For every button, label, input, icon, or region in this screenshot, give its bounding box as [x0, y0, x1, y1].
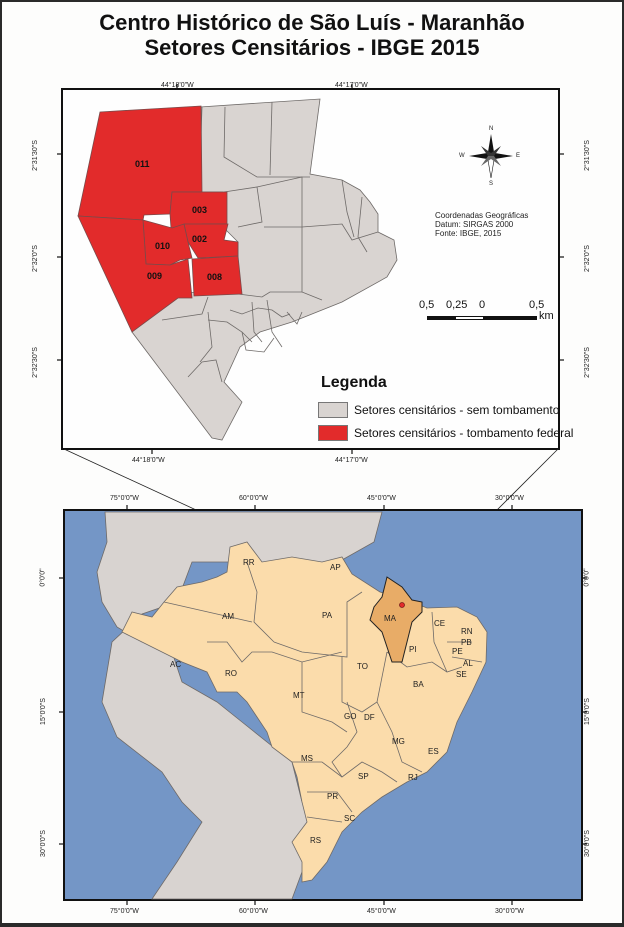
state-AC: AC	[170, 660, 182, 669]
loc-left-tick-1: 0°0'0"	[39, 568, 47, 587]
loc-right-tick-1: 0°0'0"	[583, 568, 591, 587]
red-sectors	[77, 105, 243, 333]
north-label: N	[489, 126, 494, 132]
state-PB: PB	[461, 638, 472, 647]
info-coordinates: Coordenadas Geográficas	[435, 211, 529, 220]
state-TO: TO	[357, 662, 368, 671]
west-label: W	[459, 153, 465, 159]
info-datum: Datum: SIRGAS 2000	[435, 220, 514, 229]
loc-top-tick-4: 30°0'0"W	[495, 495, 524, 502]
state-PI: PI	[409, 645, 417, 654]
loc-right-tick-3: 30°0'0"S	[583, 830, 591, 857]
state-RR: RR	[243, 558, 255, 567]
state-AL: AL	[463, 659, 473, 668]
state-DF: DF	[364, 713, 375, 722]
legend-swatch-grey	[318, 402, 348, 418]
state-PR: PR	[327, 792, 339, 801]
sector-label-002: 002	[192, 234, 208, 244]
state-RN: RN	[461, 627, 473, 636]
sector-label-009: 009	[147, 271, 163, 281]
scale-label-2: 0,25	[446, 299, 468, 311]
loc-top-tick-2: 60°0'0"W	[239, 495, 268, 502]
sector-label-010: 010	[155, 241, 171, 251]
scale-label-1: 0,5	[419, 299, 435, 311]
sector-label-011: 011	[135, 159, 150, 169]
map-info: Coordenadas Geográficas Datum: SIRGAS 20…	[435, 211, 528, 238]
state-SP: SP	[358, 772, 369, 781]
state-SE: SE	[456, 670, 467, 679]
state-AM: AM	[222, 612, 234, 621]
loc-left-tick-2: 15°0'0"S	[39, 698, 47, 725]
loc-bottom-tick-1: 75°0'0"W	[110, 908, 139, 915]
state-MG: MG	[392, 737, 405, 746]
scale-unit: km	[539, 310, 554, 322]
loc-bottom-tick-3: 45°0'0"W	[367, 908, 396, 915]
legend-item-unprotected: Setores censitários - sem tombamento	[318, 402, 559, 418]
state-SC: SC	[344, 814, 356, 823]
state-RJ: RJ	[408, 773, 418, 782]
grey-sectors	[131, 98, 398, 441]
sao-luis-marker	[399, 602, 405, 608]
scale-label-4: 0,5	[529, 299, 545, 311]
scale-label-3: 0	[479, 299, 486, 311]
loc-bottom-tick-2: 60°0'0"W	[239, 908, 268, 915]
state-GO: GO	[344, 712, 357, 721]
state-CE: CE	[434, 619, 446, 628]
state-MS: MS	[301, 754, 313, 763]
state-PA: PA	[322, 611, 333, 620]
east-label: E	[516, 153, 521, 159]
loc-right-tick-2: 15°0'0"S	[583, 698, 591, 725]
state-AP: AP	[330, 563, 341, 572]
inset-top-tick-2: 44°17'0"W	[335, 82, 368, 89]
loc-top-tick-1: 75°0'0"W	[110, 495, 139, 502]
inset-bottom-tick-1: 44°18'0"W	[132, 457, 165, 464]
state-BA: BA	[413, 680, 424, 689]
info-source: Fonte: IBGE, 2015	[435, 229, 502, 238]
state-RS: RS	[310, 836, 322, 845]
legend-label: Setores censitários - sem tombamento	[354, 403, 560, 417]
south-label: S	[489, 181, 494, 187]
title-line-2: Setores Censitários - IBGE 2015	[144, 35, 480, 60]
state-ES: ES	[428, 747, 439, 756]
loc-bottom-tick-4: 30°0'0"W	[495, 908, 524, 915]
inset-bottom-tick-2: 44°17'0"W	[335, 457, 368, 464]
maranhao-highlight	[369, 576, 423, 663]
legend-item-federal: Setores censitários - tombamento federal	[318, 425, 573, 441]
loc-left-tick-3: 30°0'0"S	[39, 830, 47, 857]
state-MA: MA	[384, 614, 396, 623]
state-PE: PE	[452, 647, 463, 656]
loc-top-tick-3: 45°0'0"W	[367, 495, 396, 502]
north-arrow-icon	[469, 134, 513, 179]
sector-label-003: 003	[192, 205, 208, 215]
map-title: Centro Histórico de São Luís - Maranhão …	[2, 10, 622, 60]
legend-title: Legenda	[321, 374, 387, 391]
state-MT: MT	[293, 691, 305, 700]
legend-swatch-red	[318, 425, 348, 441]
sector-label-008: 008	[207, 272, 223, 282]
legend-label: Setores censitários - tombamento federal	[354, 426, 574, 440]
title-line-1: Centro Histórico de São Luís - Maranhão	[99, 10, 525, 35]
state-RO: RO	[225, 669, 237, 678]
